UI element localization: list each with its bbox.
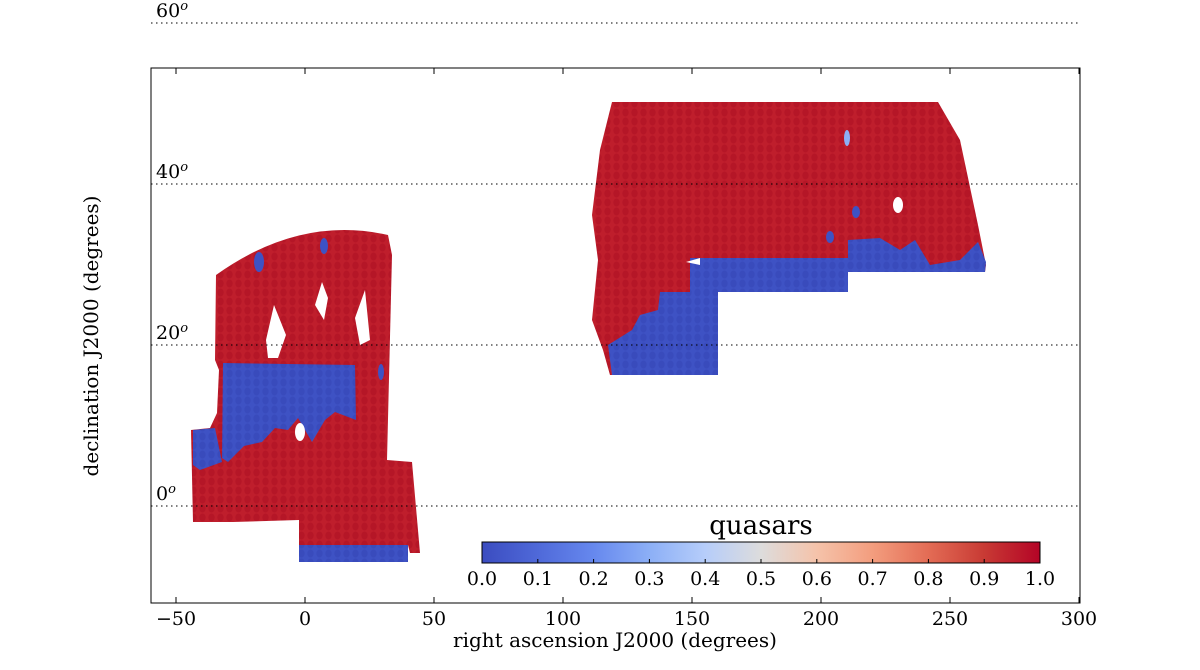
dec-label-value: 40 [156, 161, 180, 183]
footprint-gap [315, 282, 328, 320]
dec-label-degree: o [180, 321, 188, 336]
colorbar-tick-label: 0.7 [857, 568, 887, 590]
colorbar-ticks: 0.0 0.1 0.2 0.3 0.4 0.5 0.6 0.7 0.8 0.9 1.0 [467, 559, 1055, 590]
colorbar-tick-label: 0.1 [523, 568, 553, 590]
colorbar-tick-label: 0.6 [802, 568, 832, 590]
x-tick-label: 100 [545, 608, 581, 630]
footprint-light-spot [844, 130, 850, 146]
x-tick-label: 250 [932, 608, 968, 630]
x-tick-label: −50 [156, 608, 196, 630]
x-tick-label: 150 [674, 608, 710, 630]
colorbar-tick-label: 0.4 [690, 568, 720, 590]
footprint-blue-spot [852, 206, 860, 218]
dec-label-value: 0 [156, 483, 168, 505]
plot-frame [150, 67, 1081, 604]
footprint-blue-spot [378, 364, 384, 380]
dec-label-degree: o [180, 0, 188, 14]
dec-label-value: 60 [156, 0, 180, 22]
colorbar-tick-label: 0.2 [578, 568, 608, 590]
footprint-south-blue-bottom [299, 545, 408, 562]
colorbar-tick-label: 0.8 [913, 568, 943, 590]
x-tick-label: 200 [803, 608, 839, 630]
footprint-gap [686, 258, 700, 265]
footprint-gap [295, 423, 305, 441]
dec-label-degree: o [180, 160, 188, 175]
footprint-north-blue-lower [608, 292, 718, 375]
colorbar-title: quasars [709, 511, 813, 541]
dec-label: 0o [156, 482, 176, 505]
dec-label: 60o [156, 0, 188, 22]
footprint-south-blue [222, 363, 356, 462]
dec-label: 40o [156, 160, 188, 183]
footprint-north-blue-strip [690, 258, 848, 292]
y-axis-title: declination J2000 (degrees) [79, 196, 103, 477]
footprint-blue-spot [254, 252, 264, 272]
x-tick-label: 0 [299, 608, 311, 630]
footprint-blue-spot [826, 231, 834, 243]
x-tick-label: 50 [422, 608, 446, 630]
colorbar: quasars 0.0 0.1 0.2 0.3 0.4 0.5 0.6 0.7 0.8 0.9 1.… [467, 511, 1055, 590]
footprint-blue-spot [320, 238, 328, 254]
colorbar-tick-label: 0.3 [634, 568, 664, 590]
survey-footprint [191, 102, 986, 562]
footprint-south-blue-west [193, 428, 222, 470]
dec-label-degree: o [168, 482, 176, 497]
colorbar-tick-label: 0.9 [969, 568, 999, 590]
colorbar-tick-label: 0.0 [467, 568, 497, 590]
dec-label: 20o [156, 321, 188, 344]
footprint-gap [893, 197, 903, 213]
colorbar-tick-label: 1.0 [1025, 568, 1055, 590]
dec-label-value: 20 [156, 322, 180, 344]
footprint-north-blue-east [848, 238, 986, 272]
x-tick-label: 300 [1061, 608, 1097, 630]
x-axis-ticks: −50 0 50 100 150 200 250 300 [156, 68, 1097, 630]
footprint-gap [355, 290, 370, 345]
colorbar-tick-label: 0.5 [746, 568, 776, 590]
x-axis-title: right ascension J2000 (degrees) [453, 628, 777, 652]
